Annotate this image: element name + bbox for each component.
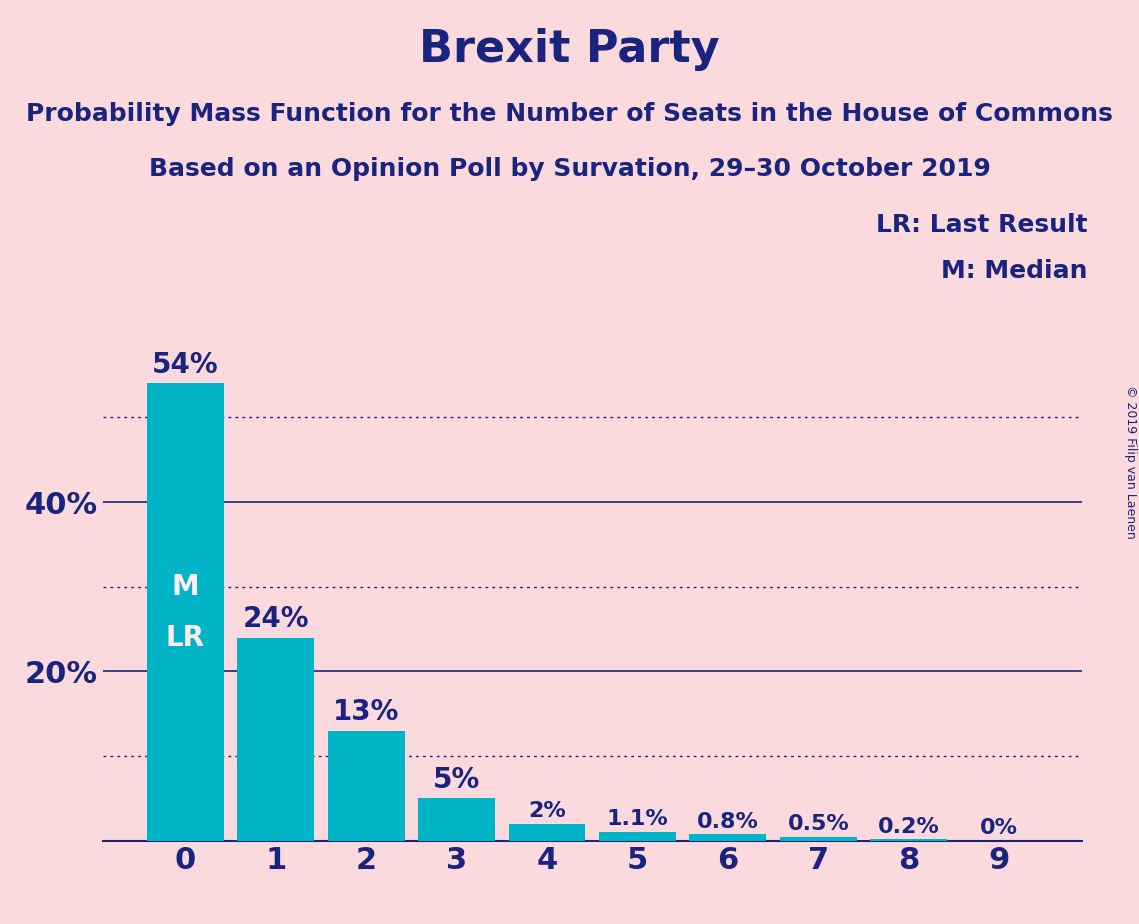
Text: LR: Last Result: LR: Last Result (876, 213, 1088, 237)
Bar (780, 836, 857, 841)
Text: 54%: 54% (153, 351, 219, 379)
Bar (689, 834, 767, 841)
Text: 0.2%: 0.2% (878, 817, 940, 836)
Bar (147, 383, 224, 841)
Text: © 2019 Filip van Laenen: © 2019 Filip van Laenen (1124, 385, 1137, 539)
Bar (870, 839, 948, 841)
Bar (509, 824, 585, 841)
Text: M: Median: M: Median (941, 259, 1088, 283)
Text: 2%: 2% (528, 801, 566, 821)
Text: 13%: 13% (333, 699, 400, 726)
Text: 0.8%: 0.8% (697, 811, 759, 832)
Text: 24%: 24% (243, 605, 309, 633)
Text: Probability Mass Function for the Number of Seats in the House of Commons: Probability Mass Function for the Number… (26, 102, 1113, 126)
Text: Based on an Opinion Poll by Survation, 29–30 October 2019: Based on an Opinion Poll by Survation, 2… (148, 157, 991, 181)
Bar (328, 731, 404, 841)
Text: LR: LR (166, 624, 205, 651)
Text: Brexit Party: Brexit Party (419, 28, 720, 71)
Bar (418, 798, 495, 841)
Text: 5%: 5% (433, 766, 481, 795)
Text: M: M (172, 573, 199, 601)
Bar (237, 638, 314, 841)
Text: 0.5%: 0.5% (787, 814, 850, 834)
Bar (599, 832, 675, 841)
Text: 0%: 0% (980, 819, 1018, 838)
Text: 1.1%: 1.1% (607, 809, 669, 829)
